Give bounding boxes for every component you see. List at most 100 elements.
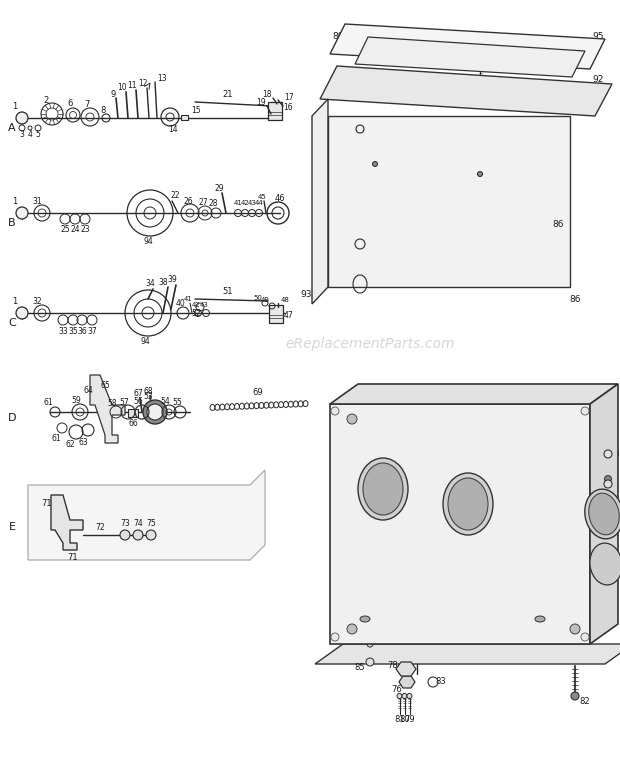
Bar [269, 305, 283, 323]
Text: D: D [7, 413, 16, 423]
Text: 91: 91 [609, 480, 620, 488]
Text: 77: 77 [418, 634, 428, 644]
Polygon shape [590, 384, 618, 644]
Circle shape [581, 633, 589, 641]
Text: 79: 79 [404, 716, 415, 724]
Text: 65: 65 [100, 380, 110, 390]
Polygon shape [315, 644, 620, 664]
Text: 18: 18 [262, 89, 272, 99]
Circle shape [604, 476, 611, 482]
Circle shape [347, 624, 357, 634]
Circle shape [571, 692, 579, 700]
Text: 33: 33 [58, 326, 68, 336]
Text: 48: 48 [281, 297, 290, 303]
Text: D: D [464, 609, 472, 619]
Text: 5: 5 [35, 129, 40, 139]
Text: 71: 71 [42, 499, 52, 507]
Text: 9: 9 [110, 89, 115, 99]
Ellipse shape [358, 458, 408, 520]
Circle shape [397, 694, 402, 699]
Text: A: A [348, 419, 355, 429]
Circle shape [143, 400, 167, 424]
Text: 19: 19 [256, 97, 266, 107]
Text: 14: 14 [168, 125, 178, 133]
Polygon shape [90, 375, 125, 443]
Text: 3: 3 [20, 129, 24, 139]
Text: 71: 71 [68, 553, 78, 561]
Text: 62: 62 [65, 440, 75, 448]
Text: 10: 10 [117, 82, 127, 92]
Bar [128, 409, 138, 417]
Text: 35: 35 [68, 326, 78, 336]
Text: 53: 53 [143, 391, 153, 401]
Polygon shape [399, 676, 415, 688]
Text: C: C [8, 318, 16, 328]
Text: 89: 89 [332, 31, 343, 41]
Text: 86: 86 [552, 220, 564, 228]
Text: 64: 64 [83, 386, 93, 394]
Text: 31: 31 [32, 197, 42, 205]
Text: A: A [8, 123, 16, 133]
Ellipse shape [363, 463, 403, 515]
Circle shape [16, 207, 28, 219]
Polygon shape [330, 384, 618, 404]
Text: 86: 86 [569, 295, 581, 303]
Text: 42: 42 [241, 200, 249, 206]
Circle shape [397, 52, 402, 56]
Polygon shape [28, 470, 265, 560]
Text: 13: 13 [157, 74, 167, 82]
Bar [181, 115, 188, 120]
Circle shape [347, 414, 357, 424]
Text: 25: 25 [60, 224, 70, 234]
Text: 83: 83 [436, 677, 446, 687]
Polygon shape [330, 24, 605, 69]
Circle shape [16, 307, 28, 319]
Text: 42: 42 [192, 302, 200, 308]
Text: B: B [8, 218, 16, 228]
Circle shape [367, 641, 373, 647]
Ellipse shape [448, 478, 488, 530]
Ellipse shape [535, 616, 545, 622]
Text: 6: 6 [68, 99, 73, 107]
Text: 88: 88 [577, 42, 589, 50]
Text: 22: 22 [170, 191, 180, 199]
Circle shape [331, 633, 339, 641]
Text: eReplacementParts.com: eReplacementParts.com [285, 337, 454, 351]
Text: 80: 80 [399, 716, 410, 724]
Text: 56: 56 [133, 397, 143, 405]
Text: 95: 95 [592, 31, 604, 41]
Text: 75: 75 [146, 520, 156, 528]
Text: 2: 2 [43, 96, 48, 104]
Text: 38: 38 [158, 278, 168, 286]
Text: 27: 27 [198, 198, 208, 206]
Text: 7: 7 [84, 100, 90, 108]
Ellipse shape [360, 616, 370, 622]
Text: 21: 21 [223, 89, 233, 99]
Text: 44: 44 [255, 200, 264, 206]
Text: 37: 37 [87, 326, 97, 336]
Text: C: C [507, 594, 513, 604]
Circle shape [147, 404, 163, 420]
Text: 59: 59 [71, 395, 81, 405]
Text: 15: 15 [191, 106, 201, 114]
Text: 57: 57 [119, 397, 129, 406]
Polygon shape [355, 37, 585, 77]
Text: 24: 24 [70, 224, 80, 234]
Text: 67: 67 [133, 389, 143, 397]
Text: 78: 78 [388, 662, 399, 670]
Circle shape [133, 530, 143, 540]
Circle shape [497, 42, 502, 46]
Text: 34: 34 [145, 278, 155, 288]
Circle shape [604, 480, 612, 488]
Text: 54: 54 [160, 397, 170, 405]
Text: 84: 84 [356, 631, 366, 641]
Text: 1: 1 [12, 101, 17, 111]
Text: 8: 8 [100, 106, 105, 114]
Circle shape [146, 530, 156, 540]
Text: 46: 46 [275, 194, 285, 202]
Circle shape [604, 450, 612, 458]
Text: 43: 43 [200, 302, 208, 308]
Text: 63: 63 [78, 437, 88, 447]
Circle shape [562, 56, 567, 60]
Circle shape [570, 624, 580, 634]
